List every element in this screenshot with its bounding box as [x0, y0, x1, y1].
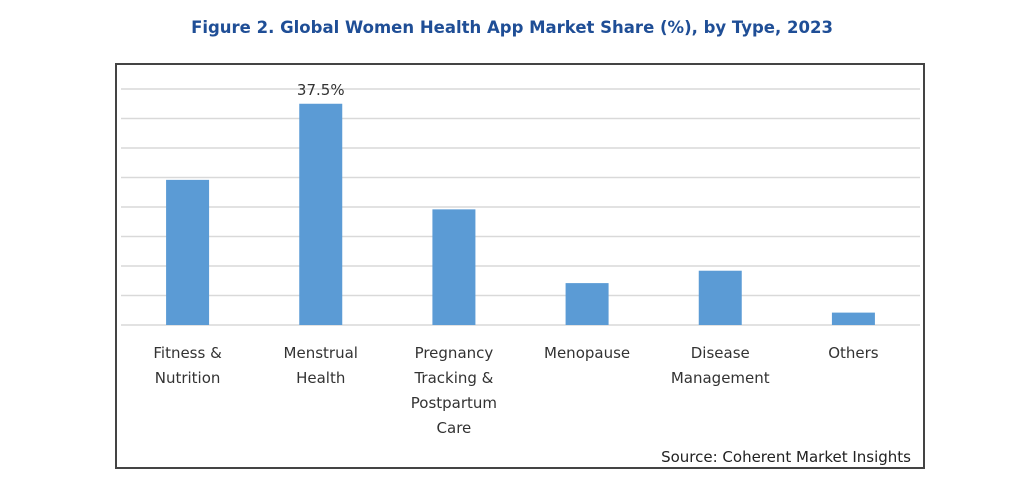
x-tick-label: Management	[671, 369, 770, 387]
bar	[831, 312, 875, 325]
x-tick-label: Care	[437, 419, 472, 437]
chart-title: Figure 2. Global Women Health App Market…	[191, 18, 833, 37]
x-tick-label: Pregnancy	[415, 344, 494, 362]
x-tick-label: Menopause	[544, 344, 630, 362]
x-tick-label: Fitness &	[153, 344, 222, 362]
x-tick-label: Postpartum	[411, 394, 497, 412]
x-tick-label: Menstrual	[284, 344, 358, 362]
source-note: Source: Coherent Market Insights	[661, 448, 911, 466]
chart-frame	[115, 63, 925, 469]
x-tick-label: Tracking &	[413, 369, 493, 387]
x-tick-label: Others	[828, 344, 879, 362]
data-label: 37.5%	[297, 81, 345, 99]
x-tick-label: Health	[296, 369, 345, 387]
bar	[299, 103, 343, 325]
x-tick-label: Nutrition	[155, 369, 221, 387]
bar	[565, 283, 609, 325]
bar	[166, 179, 210, 325]
bar	[698, 270, 742, 325]
bar	[432, 209, 476, 325]
x-tick-label: Disease	[691, 344, 750, 362]
